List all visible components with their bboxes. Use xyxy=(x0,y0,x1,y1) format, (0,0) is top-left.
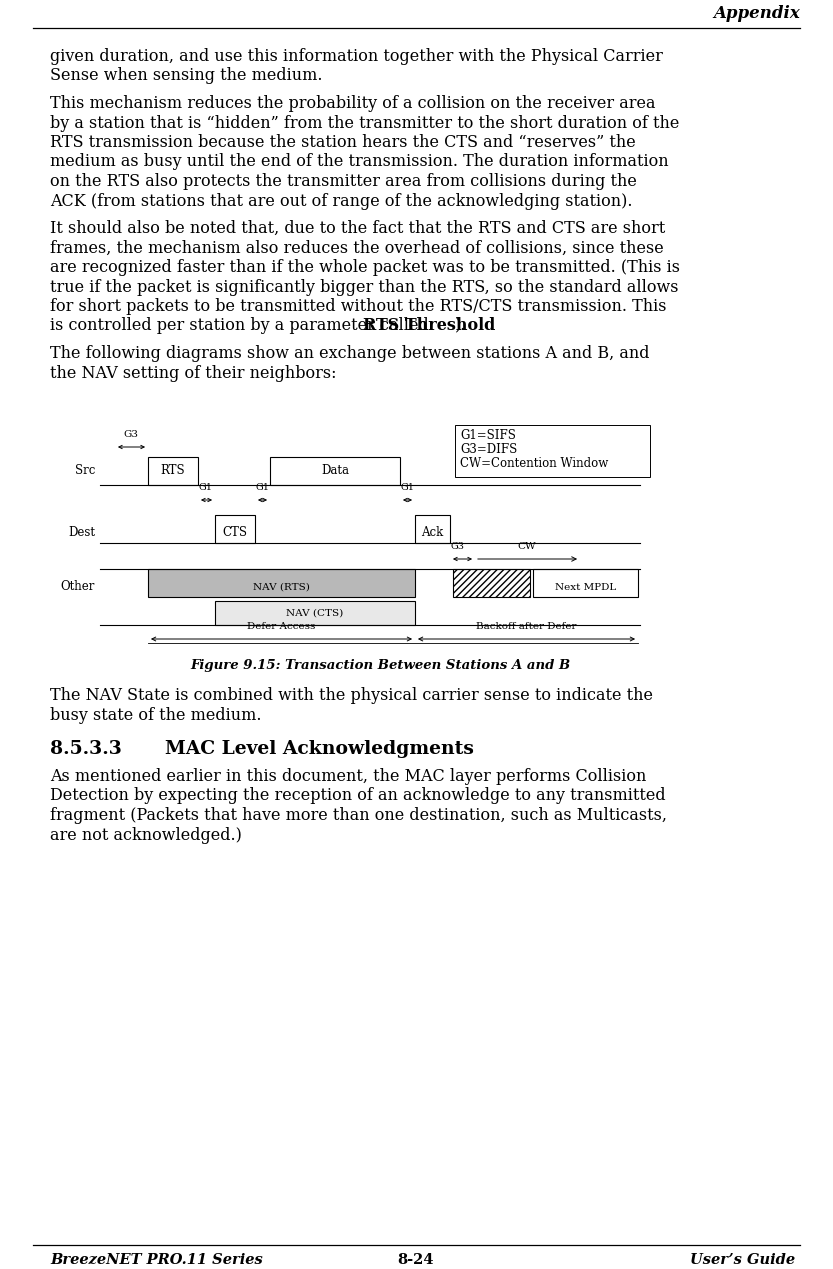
Bar xyxy=(215,515,255,543)
Text: Next MPDL: Next MPDL xyxy=(555,582,616,591)
Text: G3: G3 xyxy=(123,430,138,439)
Text: Ack: Ack xyxy=(421,527,444,539)
Text: G1=SIFS: G1=SIFS xyxy=(460,429,516,442)
Text: G1: G1 xyxy=(401,483,415,492)
Text: It should also be noted that, due to the fact that the RTS and CTS are short: It should also be noted that, due to the… xyxy=(50,220,666,237)
Bar xyxy=(270,457,400,485)
Bar xyxy=(148,457,198,485)
Text: RTS Threshold: RTS Threshold xyxy=(363,317,496,335)
Text: CTS: CTS xyxy=(222,527,247,539)
Text: The following diagrams show an exchange between stations A and B, and: The following diagrams show an exchange … xyxy=(50,345,650,362)
Text: ).: ). xyxy=(455,317,466,335)
Text: for short packets to be transmitted without the RTS/CTS transmission. This: for short packets to be transmitted with… xyxy=(50,298,666,315)
Text: NAV (CTS): NAV (CTS) xyxy=(287,609,344,618)
Text: The NAV State is combined with the physical carrier sense to indicate the: The NAV State is combined with the physi… xyxy=(50,687,653,704)
Text: Appendix: Appendix xyxy=(713,5,800,23)
Text: are recognized faster than if the whole packet was to be transmitted. (This is: are recognized faster than if the whole … xyxy=(50,259,680,275)
Text: true if the packet is significantly bigger than the RTS, so the standard allows: true if the packet is significantly bigg… xyxy=(50,278,679,296)
Bar xyxy=(453,569,530,596)
Text: the NAV setting of their neighbors:: the NAV setting of their neighbors: xyxy=(50,364,337,382)
Text: CW: CW xyxy=(517,542,536,551)
Text: ACK (from stations that are out of range of the acknowledging station).: ACK (from stations that are out of range… xyxy=(50,193,632,209)
Text: CW=Contention Window: CW=Contention Window xyxy=(460,457,608,470)
Text: 8-24: 8-24 xyxy=(397,1253,434,1266)
Bar xyxy=(415,515,450,543)
Text: G1: G1 xyxy=(199,483,213,492)
Text: on the RTS also protects the transmitter area from collisions during the: on the RTS also protects the transmitter… xyxy=(50,173,637,190)
Text: NAV (RTS): NAV (RTS) xyxy=(253,582,310,591)
Text: G1: G1 xyxy=(256,483,270,492)
Text: by a station that is “hidden” from the transmitter to the short duration of the: by a station that is “hidden” from the t… xyxy=(50,114,680,132)
Text: Sense when sensing the medium.: Sense when sensing the medium. xyxy=(50,67,322,85)
Text: As mentioned earlier in this document, the MAC layer performs Collision: As mentioned earlier in this document, t… xyxy=(50,768,646,786)
Bar xyxy=(455,425,650,477)
Text: Src: Src xyxy=(75,464,95,477)
Text: given duration, and use this information together with the Physical Carrier: given duration, and use this information… xyxy=(50,48,663,65)
Text: medium as busy until the end of the transmission. The duration information: medium as busy until the end of the tran… xyxy=(50,154,669,170)
Text: busy state of the medium.: busy state of the medium. xyxy=(50,707,262,723)
Text: User’s Guide: User’s Guide xyxy=(690,1253,795,1266)
Text: MAC Level Acknowledgments: MAC Level Acknowledgments xyxy=(165,740,474,758)
Bar xyxy=(148,569,415,596)
Text: G3: G3 xyxy=(451,542,465,551)
Text: Backoff after Defer: Backoff after Defer xyxy=(476,622,576,631)
Text: BreezeNET PRO.11 Series: BreezeNET PRO.11 Series xyxy=(50,1253,262,1266)
Text: Data: Data xyxy=(321,464,349,477)
Text: 8.5.3.3: 8.5.3.3 xyxy=(50,740,122,758)
Text: frames, the mechanism also reduces the overhead of collisions, since these: frames, the mechanism also reduces the o… xyxy=(50,240,664,256)
Text: Figure 9.15: Transaction Between Stations A and B: Figure 9.15: Transaction Between Station… xyxy=(190,659,570,673)
Text: RTS transmission because the station hears the CTS and “reserves” the: RTS transmission because the station hea… xyxy=(50,135,636,151)
Text: RTS: RTS xyxy=(161,464,185,477)
Text: is controlled per station by a parameter called: is controlled per station by a parameter… xyxy=(50,317,434,335)
Text: G3=DIFS: G3=DIFS xyxy=(460,443,517,456)
Text: fragment (Packets that have more than one destination, such as Multicasts,: fragment (Packets that have more than on… xyxy=(50,807,667,824)
Text: Dest: Dest xyxy=(68,527,95,539)
Text: Other: Other xyxy=(61,580,95,594)
Text: This mechanism reduces the probability of a collision on the receiver area: This mechanism reduces the probability o… xyxy=(50,95,656,112)
Text: are not acknowledged.): are not acknowledged.) xyxy=(50,826,242,844)
Bar xyxy=(215,602,415,626)
Text: Detection by expecting the reception of an acknowledge to any transmitted: Detection by expecting the reception of … xyxy=(50,788,666,805)
Text: Defer Access: Defer Access xyxy=(247,622,316,631)
Bar xyxy=(533,569,638,596)
